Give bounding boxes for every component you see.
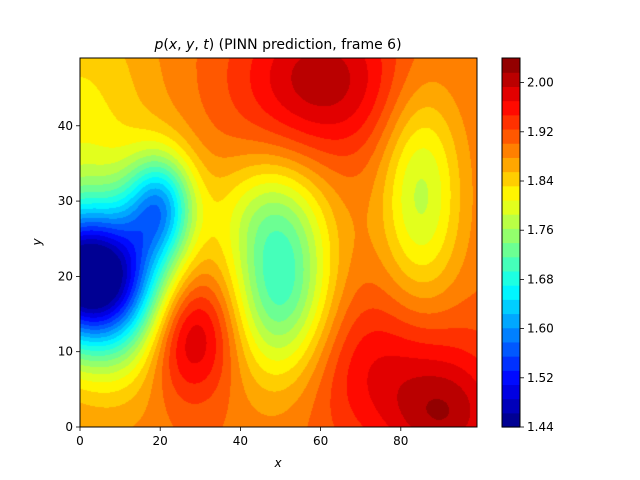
colorbar-band (502, 128, 520, 144)
y-tick-label: 30 (58, 194, 73, 208)
plot-frame (79, 57, 478, 428)
colorbar-tick-label: 1.60 (527, 322, 554, 336)
colorbar-tick-label: 1.44 (527, 420, 554, 434)
x-axis: 0 20 40 60 80 (76, 427, 408, 448)
colorbar-band (502, 199, 520, 215)
x-tick-label: 0 (76, 434, 84, 448)
x-tick-label: 80 (393, 434, 408, 448)
colorbar-band (502, 214, 520, 229)
contour-field (80, 58, 477, 427)
contour-plot (79, 57, 478, 428)
colorbar-band (502, 313, 520, 329)
colorbar-ticks: 1.44 1.52 1.60 1.68 1.76 1.84 1.92 2.00 (520, 76, 554, 434)
colorbar-tick-label: 2.00 (527, 76, 554, 90)
colorbar: 1.44 1.52 1.60 1.68 1.76 1.84 1.92 2.00 (501, 57, 554, 434)
colorbar-band (502, 157, 520, 173)
colorbar-frame (501, 57, 521, 428)
x-axis-label: x (273, 456, 282, 470)
colorbar-band (502, 327, 520, 343)
colorbar-tick-label: 1.84 (527, 174, 554, 188)
colorbar-tick-label: 1.92 (527, 125, 554, 139)
y-tick-label: 10 (58, 345, 73, 359)
colorbar-band (502, 356, 520, 371)
colorbar-bands (502, 58, 520, 428)
colorbar-band (502, 242, 520, 258)
colorbar-band (502, 299, 520, 315)
colorbar-band (502, 256, 520, 272)
colorbar-band (502, 285, 520, 300)
colorbar-tick-label: 1.68 (527, 272, 554, 286)
colorbar-band (502, 384, 520, 400)
colorbar-band (502, 58, 520, 73)
colorbar-band (502, 270, 520, 286)
colorbar-band (502, 171, 520, 187)
y-tick-label: 20 (58, 269, 73, 283)
y-tick-label: 0 (65, 420, 73, 434)
colorbar-band (502, 143, 520, 158)
colorbar-band (502, 72, 520, 87)
colorbar-band (502, 114, 520, 130)
chart-title: p(x, y, t) (PINN prediction, frame 6) (153, 37, 401, 53)
colorbar-band (502, 398, 520, 414)
colorbar-band (502, 412, 520, 428)
colorbar-band (502, 86, 520, 102)
colorbar-tick-label: 1.76 (527, 223, 554, 237)
y-axis: 0 10 20 30 40 (58, 119, 80, 434)
x-tick-label: 40 (233, 434, 248, 448)
colorbar-band (502, 341, 520, 357)
y-axis-label: y (30, 238, 44, 247)
colorbar-band (502, 228, 520, 244)
y-tick-label: 40 (58, 119, 73, 133)
x-tick-label: 20 (153, 434, 168, 448)
x-tick-label: 60 (313, 434, 328, 448)
colorbar-band (502, 185, 520, 201)
colorbar-band (502, 370, 520, 386)
colorbar-band (502, 100, 520, 116)
colorbar-tick-label: 1.52 (527, 371, 554, 385)
